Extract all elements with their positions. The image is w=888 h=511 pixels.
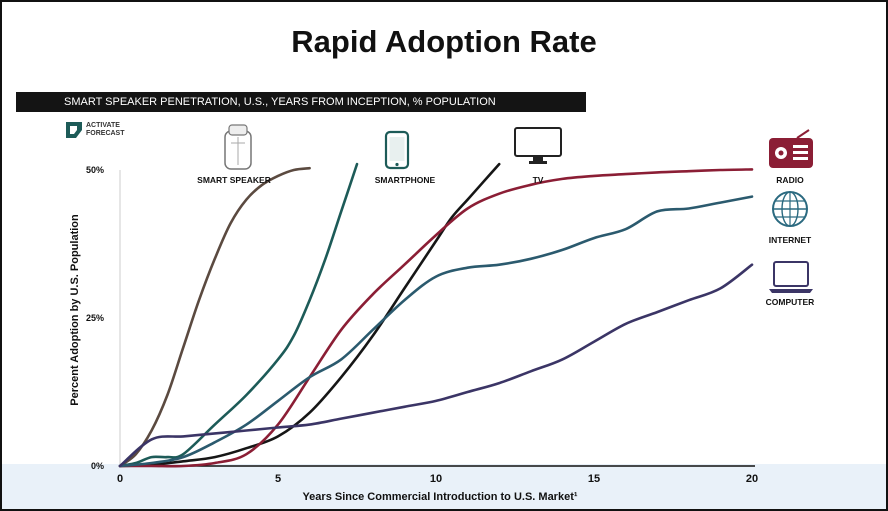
series-label-smartphone: SMARTPHONE [375, 175, 436, 185]
series-line-radio [118, 168, 754, 468]
y-tick-labels: 0% 25% 50% [86, 165, 104, 471]
y-tick-label: 0% [91, 461, 104, 471]
x-tick-label: 0 [117, 473, 123, 485]
series-line-internet [118, 195, 754, 468]
computer-icon [769, 261, 813, 293]
series-label-internet: INTERNET [769, 235, 812, 245]
logo-text: ACTIVATE FORECAST [86, 122, 125, 137]
series-label-radio: RADIO [776, 175, 804, 185]
series-label-tv: TV [533, 175, 544, 185]
bottom-band [2, 464, 886, 509]
x-tick-labels: 0 5 10 15 20 [117, 473, 758, 485]
series-line-tv [118, 162, 501, 468]
series-label-computer: COMPUTER [766, 297, 815, 307]
series-line-smartphone [118, 162, 359, 468]
series-icons [224, 124, 813, 293]
x-tick-label: 5 [275, 473, 281, 485]
y-tick-label: 50% [86, 165, 104, 175]
x-axis-label: Years Since Commercial Introduction to U… [302, 491, 577, 503]
page-title: Rapid Adoption Rate [291, 24, 597, 59]
tv-icon [514, 127, 562, 164]
internet-icon [772, 191, 808, 227]
series-labels: SMART SPEAKER SMARTPHONE TV RADIO INTERNET CO… [197, 175, 814, 307]
series-line-smart-speaker [118, 166, 311, 468]
x-tick-label: 15 [588, 473, 600, 485]
x-tick-label: 20 [746, 473, 758, 485]
y-axis-label: Percent Adoption by U.S. Population [69, 214, 81, 406]
series-label-smart-speaker: SMART SPEAKER [197, 175, 271, 185]
activate-logo-icon [66, 122, 82, 138]
series-lines [118, 162, 754, 468]
radio-icon [769, 129, 813, 168]
smartphone-icon [384, 130, 410, 170]
x-tick-label: 10 [430, 473, 442, 485]
smart-speaker-icon [224, 124, 252, 170]
series-line-computer [118, 263, 754, 468]
y-tick-label: 25% [86, 313, 104, 323]
chart-subtitle-banner: SMART SPEAKER PENETRATION, U.S., YEARS F… [16, 92, 586, 112]
chart-axes [119, 170, 755, 467]
activate-logo: ACTIVATE FORECAST [64, 120, 154, 146]
